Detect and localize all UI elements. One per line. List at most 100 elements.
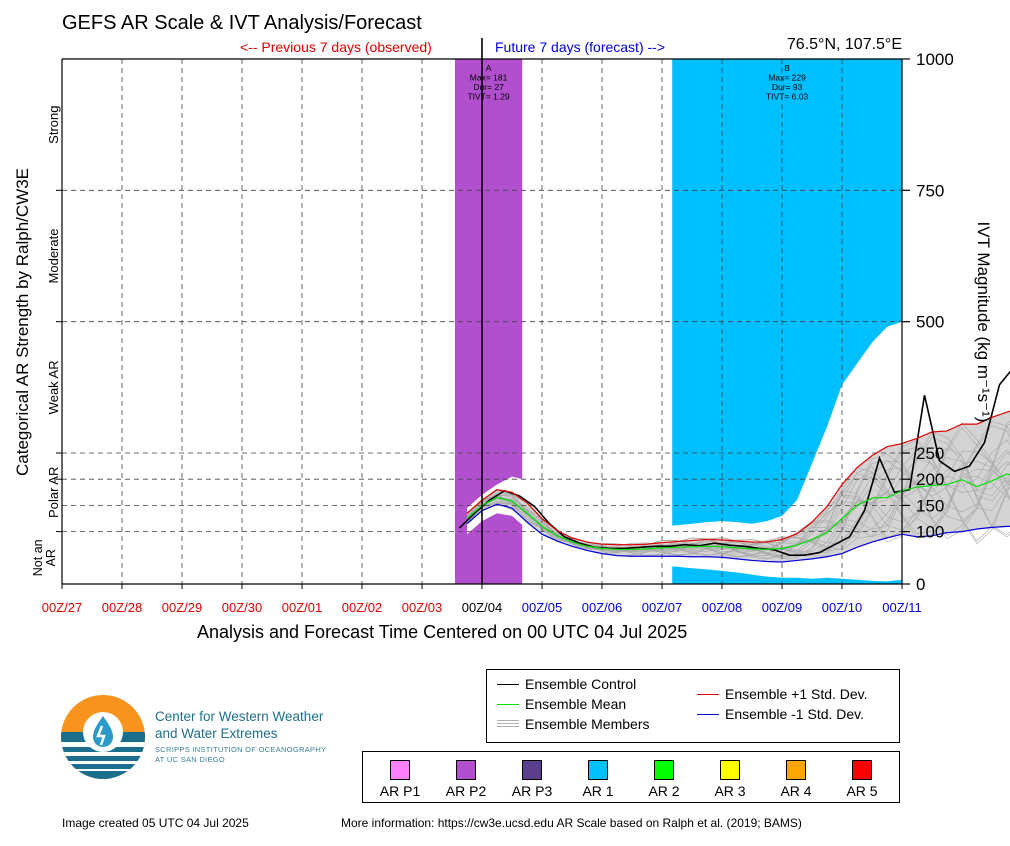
logo-sub-line2: AT UC SAN DIEGO — [155, 755, 226, 764]
x-tick-label: 00Z/11 — [882, 600, 922, 615]
ensemble-member-line — [466, 457, 1010, 558]
legend-swatch — [786, 760, 806, 780]
y-tick-label: 750 — [916, 181, 944, 200]
ensemble-member-line — [466, 427, 1010, 554]
x-tick-label: 00Z/06 — [582, 600, 622, 615]
y-tick-label: 200 — [916, 470, 944, 489]
x-tick-label: 00Z/29 — [162, 600, 202, 615]
legend-swatch-label: AR 4 — [780, 783, 812, 799]
x-tick-label: 00Z/27 — [42, 600, 82, 615]
logo-name-line2: and Water Extremes — [155, 726, 278, 741]
logo-subtitle: SCRIPPS INSTITUTION OF OCEANOGRAPHY AT U… — [155, 745, 326, 765]
ar-event-label: Max= 229 — [768, 73, 806, 83]
legend-members: Ensemble Members — [497, 716, 650, 732]
ensemble-member-line — [466, 468, 1010, 556]
legend-minus-std: Ensemble -1 Std. Dev. — [697, 706, 864, 722]
ar-event-label: TIVT= 1.29 — [467, 92, 510, 102]
image-created: Image created 05 UTC 04 Jul 2025 — [62, 816, 249, 830]
ensemble-member-line — [466, 469, 1010, 555]
ar-event-label: Max= 181 — [470, 73, 508, 83]
ensemble-member-line — [466, 420, 1010, 556]
y-tick-label: 0 — [916, 575, 925, 594]
legend-plus-std: Ensemble +1 Std. Dev. — [697, 686, 868, 702]
y-tick-label: 150 — [916, 496, 944, 515]
ensemble-member-line — [466, 425, 1010, 556]
right-axis-title: IVT Magnitude (kg m⁻¹s⁻¹) — [974, 222, 993, 423]
legend-control: Ensemble Control — [497, 676, 636, 692]
legend-swatch — [852, 760, 872, 780]
previous-period-label: <-- Previous 7 days (observed) — [240, 39, 432, 55]
ar-event-band-B — [672, 59, 902, 584]
x-tick-label: 00Z/08 — [702, 600, 742, 615]
ar-event-label: B — [784, 63, 790, 73]
left-axis-title: Categorical AR Strength by Ralph/CW3E — [13, 168, 32, 476]
y-tick-label: 1000 — [916, 50, 954, 69]
legend-swatch — [720, 760, 740, 780]
series-ensemble-mean — [466, 473, 1010, 551]
ensemble-member-line — [466, 440, 1010, 557]
ar-event-label: Dur= 93 — [772, 82, 803, 92]
x-tick-label: 00Z/05 — [522, 600, 562, 615]
ensemble-member-line — [466, 437, 1010, 556]
ensemble-member-line — [466, 439, 1010, 555]
ensemble-member-line — [466, 451, 1010, 557]
future-period-label: Future 7 days (forecast) --> — [495, 39, 666, 55]
legend-swatch — [654, 760, 674, 780]
series-ensemble-1-std-dev- — [466, 503, 1010, 563]
x-axis-title: Analysis and Forecast Time Centered on 0… — [197, 622, 688, 642]
category-label: AR — [44, 549, 58, 566]
ensemble-member-line — [466, 422, 1010, 556]
category-label: Not an — [31, 539, 45, 576]
ar-category-legend: AR P1 AR P2 AR P3 AR 1 AR 2 AR 3 AR 4 AR 5 — [362, 751, 900, 803]
category-label: Strong — [46, 106, 61, 144]
y-tick-label: 250 — [916, 444, 944, 463]
y-tick-label: 500 — [916, 313, 944, 332]
ar-event-label: A — [486, 63, 492, 73]
ensemble-member-line — [466, 458, 1010, 559]
legend-swatch-label: AR 1 — [582, 783, 614, 799]
ensemble-member-line — [466, 420, 1010, 556]
legend-swatch — [588, 760, 608, 780]
legend-swatch — [390, 760, 410, 780]
logo-name: Center for Western Weather and Water Ext… — [155, 708, 323, 742]
cw3e-logo — [61, 695, 145, 779]
legend-mean: Ensemble Mean — [497, 696, 626, 712]
ensemble-member-line — [466, 466, 1010, 556]
legend-swatch-label: AR P1 — [379, 783, 421, 799]
series-legend: Ensemble Control Ensemble Mean Ensemble … — [486, 669, 900, 743]
legend-swatch-label: AR 2 — [648, 783, 680, 799]
ensemble-member-line — [466, 449, 1010, 560]
ensemble-member-line — [466, 432, 1010, 558]
legend-swatch-label: AR P3 — [511, 783, 553, 799]
legend-swatch-label: AR P2 — [445, 783, 487, 799]
ensemble-member-line — [466, 447, 1010, 559]
category-label: Weak AR — [46, 360, 61, 414]
ensemble-member-line — [466, 423, 1010, 556]
x-tick-label: 00Z/10 — [822, 600, 862, 615]
ensemble-member-line — [466, 453, 1010, 554]
legend-swatch — [456, 760, 476, 780]
x-tick-label: 00Z/30 — [222, 600, 262, 615]
x-tick-label: 00Z/02 — [342, 600, 382, 615]
x-tick-label: 00Z/28 — [102, 600, 142, 615]
category-label: Polar AR — [46, 467, 61, 518]
series-ensemble-1-std-dev- — [466, 410, 1010, 546]
category-label: Moderate — [46, 229, 61, 284]
more-info: More information: https://cw3e.ucsd.edu … — [341, 816, 802, 830]
series-ensemble-control — [458, 370, 1010, 556]
x-tick-label: 00Z/07 — [642, 600, 682, 615]
ensemble-member-line — [466, 460, 1010, 558]
chart-title: GEFS AR Scale & IVT Analysis/Forecast — [62, 12, 422, 34]
ar-event-band-A — [455, 59, 523, 584]
y-tick-label: 100 — [916, 523, 944, 542]
x-tick-label: 00Z/01 — [282, 600, 322, 615]
ensemble-member-line — [466, 475, 1010, 556]
location-coords: 76.5°N, 107.5°E — [786, 36, 902, 53]
x-tick-label: 00Z/03 — [402, 600, 442, 615]
water-drop-icon — [93, 716, 113, 747]
ensemble-envelope-outer — [467, 303, 1010, 582]
ensemble-member-line — [466, 451, 1010, 557]
x-tick-label: 00Z/09 — [762, 600, 802, 615]
ensemble-std-band — [467, 411, 1010, 562]
ar-event-label: Dur= 27 — [473, 82, 504, 92]
